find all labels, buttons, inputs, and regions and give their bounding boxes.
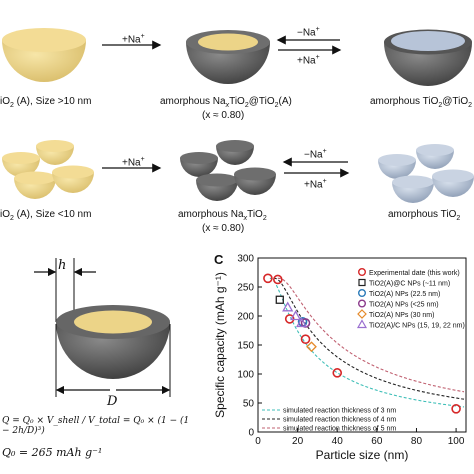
core-shell-hemisphere <box>186 30 270 84</box>
rev-top-label-row2: −Na+ <box>304 148 327 161</box>
amorphous-tio2-core-shell-hemisphere <box>384 29 472 86</box>
legend-marker <box>357 289 366 298</box>
y-tick-label: 150 <box>237 341 254 352</box>
legend-label: TiO2(A) NPs (30 nm) <box>369 312 434 319</box>
data-point <box>290 310 302 321</box>
reversible-arrows-2 <box>282 157 350 178</box>
data-point <box>295 317 308 328</box>
y-tick-label: 300 <box>237 254 254 265</box>
legend-label: TiO2(A) NPs (22.5 nm) <box>369 291 440 298</box>
reversible-arrows-1 <box>276 35 342 55</box>
y-tick-label: 50 <box>243 399 255 410</box>
rev-bottom-label-row2: +Na+ <box>304 178 327 191</box>
core-shell-schematic <box>34 258 171 397</box>
legend-label: TiO2(A)@C NPs (~11 nm) <box>369 281 450 288</box>
panel-label: C <box>214 252 224 267</box>
data-point <box>306 341 317 353</box>
x-tick-label: 40 <box>332 436 344 447</box>
data-point <box>273 274 283 285</box>
legend-marker <box>357 309 367 319</box>
x-tick-label: 20 <box>292 436 304 447</box>
simulated-curve-3nm <box>269 277 465 408</box>
mid-sublabel-row1: (x ≈ 0.80) <box>202 110 245 121</box>
rev-top-label-row1: −Na+ <box>297 26 320 39</box>
small-yellow-particles <box>2 140 94 199</box>
data-point <box>282 301 294 312</box>
reaction-scheme <box>2 28 474 203</box>
y-tick-label: 0 <box>248 428 254 439</box>
legend-label: TiO2(A) NPs (<25 nm) <box>369 302 439 309</box>
data-point <box>263 273 273 284</box>
data-point <box>451 404 461 414</box>
left-label-row2: iO2 (A), Size <10 nm <box>0 209 92 222</box>
data-point <box>332 368 343 378</box>
curve-legend-label: simulated reaction thickness of 4 nm <box>283 417 396 424</box>
simulated-curve-5nm <box>277 277 465 393</box>
small-dark-particles <box>180 140 276 201</box>
tio2-anatase-large-hemisphere <box>2 28 86 82</box>
y-tick-label: 200 <box>237 312 254 323</box>
left-label-row1: iO2 (A), Size >10 nm <box>0 96 92 109</box>
rev-bottom-label-row1: +Na+ <box>297 54 320 67</box>
legend-marker <box>357 268 366 277</box>
curve-legend-label: simulated reaction thickness of 5 nm <box>283 426 396 433</box>
capacity-vs-size-chart: 0 20 40 60 80 100 0 50 100 150 200 250 300 C Particle … <box>213 252 467 462</box>
x-tick-label: 60 <box>371 436 383 447</box>
mid-sublabel-row2: (x ≈ 0.80) <box>202 223 245 234</box>
d-label: D <box>107 394 118 409</box>
right-label-row1: amorphous TiO2@TiO2 <box>370 96 473 109</box>
x-tick-label: 80 <box>411 436 423 447</box>
data-point <box>300 334 311 344</box>
y-tick-label: 100 <box>237 370 254 381</box>
x-tick-label: 100 <box>448 436 465 447</box>
legend-marker <box>356 319 368 329</box>
legend-label: Experimental date (this work) <box>369 270 460 277</box>
y-axis-label: Specific capacity (mAh g⁻¹) <box>213 272 227 418</box>
right-label-row2: amorphous TiO2 <box>388 209 461 222</box>
y-tick-label: 250 <box>237 283 254 294</box>
legend-marker <box>357 299 366 308</box>
mid-label-row2: amorphous NaxTiO2 <box>178 209 267 222</box>
h-label: h <box>58 258 67 273</box>
legend-label: TiO2(A)/C NPs (15, 19, 22 nm) <box>369 323 465 330</box>
arrow1-label: +Na+ <box>122 33 145 46</box>
legend-marker <box>358 278 366 287</box>
curve-legend-label: simulated reaction thickness of 3 nm <box>283 408 396 415</box>
data-point <box>275 295 284 304</box>
x-axis-label: Particle size (nm) <box>316 448 409 462</box>
small-blue-particles <box>378 144 474 203</box>
mid-label-row1: amorphous NaxTiO2@TiO2(A) <box>160 96 292 109</box>
q0-formula: Q₀ = 265 mAh g⁻¹ <box>2 446 103 459</box>
arrow2-label: +Na+ <box>122 156 145 169</box>
capacity-formula: Q = Q₀ × V_shell / V_total = Q₀ × (1 − (… <box>2 416 190 436</box>
x-tick-label: 0 <box>255 436 261 447</box>
